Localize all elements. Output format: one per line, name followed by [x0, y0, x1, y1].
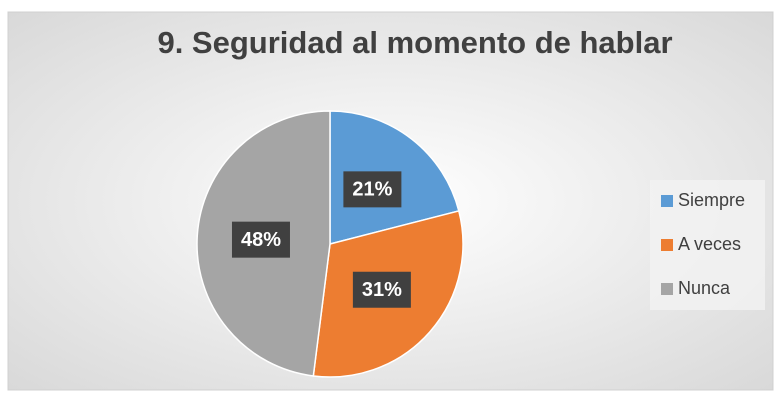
data-label-box [231, 221, 290, 258]
legend-swatch [661, 283, 673, 295]
legend-swatch [661, 195, 673, 207]
data-label: 21% [352, 179, 392, 201]
data-label-box [343, 171, 402, 208]
legend-label: A veces [678, 234, 741, 254]
data-label: 31% [362, 279, 402, 301]
data-label-box [352, 271, 411, 308]
legend-label: Nunca [678, 278, 731, 298]
legend-swatch [661, 239, 673, 251]
legend-label: Siempre [678, 190, 745, 210]
chart-title: 9. Seguridad al momento de hablar [157, 25, 672, 60]
data-label: 48% [241, 229, 281, 251]
